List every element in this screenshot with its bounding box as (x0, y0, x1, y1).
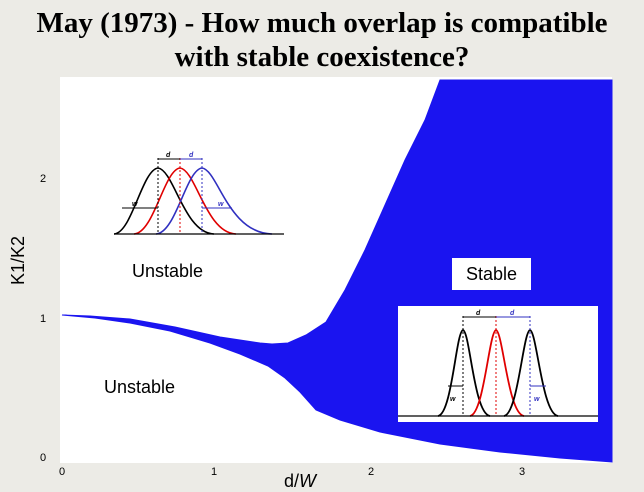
label-unstable-lower: Unstable (104, 377, 176, 397)
x-tick-2: 2 (368, 466, 375, 478)
x-axis-title: d/W (284, 471, 316, 492)
y-axis-title: K1/K2 (8, 236, 29, 285)
y-tick-2: 2 (40, 173, 47, 185)
x-tick-1: 1 (211, 466, 218, 478)
y-axis-title-text: K1/K2 (8, 235, 29, 286)
inset-left-w1: w (132, 201, 138, 208)
x-axis-title-text: d/W (284, 471, 317, 491)
inset-overlap-small-curves: d d w w (398, 310, 598, 417)
curve-black (437, 329, 491, 417)
inset-left-w2: w (218, 201, 224, 208)
inset-overlap-large: d d w w (113, 150, 284, 236)
inset-right-d2: d (510, 310, 515, 317)
y-tick-0: 0 (40, 452, 47, 464)
curve-blue (155, 167, 273, 235)
title-line-2: with stable coexistence? (174, 41, 470, 73)
label-stable: Stable (452, 258, 531, 290)
curve-blue (503, 329, 559, 417)
x-tick-3: 3 (519, 466, 526, 478)
title-line-1: May (1973) - How much overlap is compati… (36, 7, 608, 39)
slide-title: May (1973) - How much overlap is compati… (0, 6, 644, 74)
label-unstable-upper: Unstable (132, 261, 204, 281)
y-tick-1: 1 (40, 313, 47, 325)
inset-left-d2: d (189, 152, 194, 159)
inset-right-d1: d (476, 310, 481, 317)
curve-red (133, 167, 237, 235)
x-tick-0: 0 (59, 466, 66, 478)
inset-right-w1: w (450, 396, 456, 403)
inset-overlap-large-curves: d d w w (113, 152, 284, 235)
curve-black (113, 167, 215, 235)
inset-right-w2: w (534, 396, 540, 403)
curve-red (469, 329, 525, 417)
inset-left-d1: d (166, 152, 171, 159)
inset-overlap-small: d d w w (398, 306, 598, 422)
